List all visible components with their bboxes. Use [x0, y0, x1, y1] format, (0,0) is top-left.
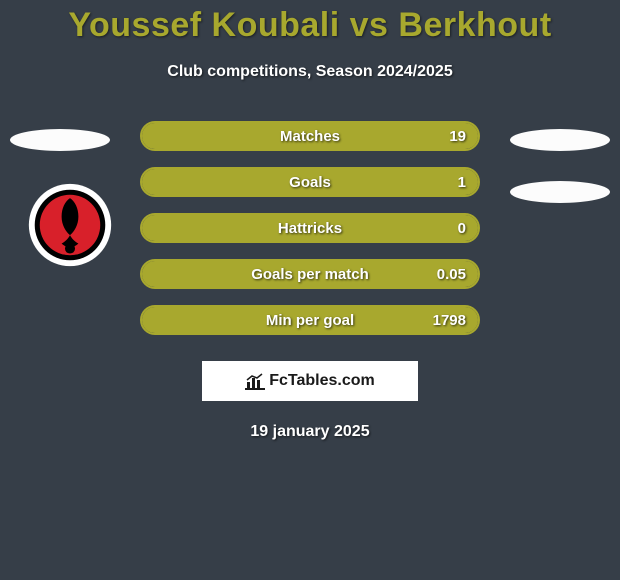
stat-value: 0: [458, 220, 466, 237]
subtitle: Club competitions, Season 2024/2025: [0, 63, 620, 81]
stat-label: Goals per match: [251, 266, 369, 283]
player-shape-right-2: [510, 181, 610, 203]
player-shape-right-1: [510, 129, 610, 151]
comparison-panel: Matches 19 Goals 1 Hattricks 0 Goals per…: [0, 121, 620, 341]
brand-text: FcTables.com: [269, 372, 375, 390]
stat-value: 1: [458, 174, 466, 191]
stat-label: Goals: [289, 174, 331, 191]
stat-value: 0.05: [437, 266, 466, 283]
stat-bar-goals-per-match: Goals per match 0.05: [140, 259, 480, 289]
stat-label: Matches: [280, 128, 340, 145]
club-logo: [28, 183, 112, 267]
stat-bar-min-per-goal: Min per goal 1798: [140, 305, 480, 335]
brand-box[interactable]: FcTables.com: [202, 361, 418, 401]
stat-label: Hattricks: [278, 220, 342, 237]
stat-bar-goals: Goals 1: [140, 167, 480, 197]
stat-label: Min per goal: [266, 312, 354, 329]
stat-bar-hattricks: Hattricks 0: [140, 213, 480, 243]
stat-bars: Matches 19 Goals 1 Hattricks 0 Goals per…: [140, 121, 480, 351]
date-text: 19 january 2025: [0, 423, 620, 441]
stat-value: 1798: [433, 312, 466, 329]
stat-bar-matches: Matches 19: [140, 121, 480, 151]
stat-value: 19: [449, 128, 466, 145]
player-shape-left: [10, 129, 110, 151]
page-title: Youssef Koubali vs Berkhout: [0, 0, 620, 45]
chart-icon: [245, 372, 265, 390]
